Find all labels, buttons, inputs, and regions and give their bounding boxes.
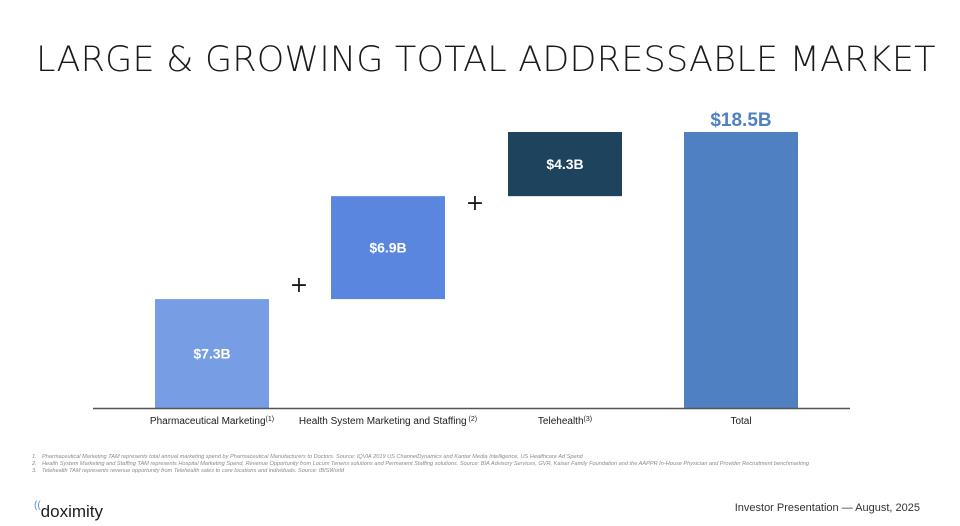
data-label-total: $18.5B	[710, 110, 771, 131]
signal-wave-icon: ((	[34, 500, 41, 511]
bar-4	[684, 132, 798, 408]
footnote-1: 1. Pharmaceutical Marketing TAM represent…	[32, 454, 583, 460]
category-label-1: Pharmaceutical Marketing(1)	[150, 416, 274, 427]
category-label-3: Telehealth(3)	[538, 416, 592, 427]
data-label-1: $7.3B	[193, 346, 230, 362]
category-label-2: Health System Marketing and Staffing (2)	[299, 416, 477, 427]
data-label-3: $4.3B	[546, 156, 583, 172]
plus-connector-2: +	[466, 191, 484, 216]
footnote-2: 2. Health System Marketing and Staffing T…	[32, 461, 810, 467]
bar-2	[331, 196, 445, 300]
footer-presentation-label: Investor Presentation — August, 2025	[734, 502, 920, 514]
slide-title: LARGE & GROWING TOTAL ADDRESSABLE MARKET	[36, 40, 936, 80]
bar-1	[155, 299, 269, 408]
doximity-logo: (( doximity	[34, 500, 104, 522]
footnote-3: 3. Telehealth TAM represents revenue oppo…	[32, 468, 345, 474]
footnotes: 1. Pharmaceutical Marketing TAM represent…	[32, 454, 812, 475]
data-label-2: $6.9B	[369, 240, 406, 256]
category-label-4: Total	[730, 416, 751, 427]
bar-3	[508, 132, 622, 197]
plus-connector-1: +	[290, 273, 308, 298]
logo-text: doximity	[40, 502, 104, 521]
